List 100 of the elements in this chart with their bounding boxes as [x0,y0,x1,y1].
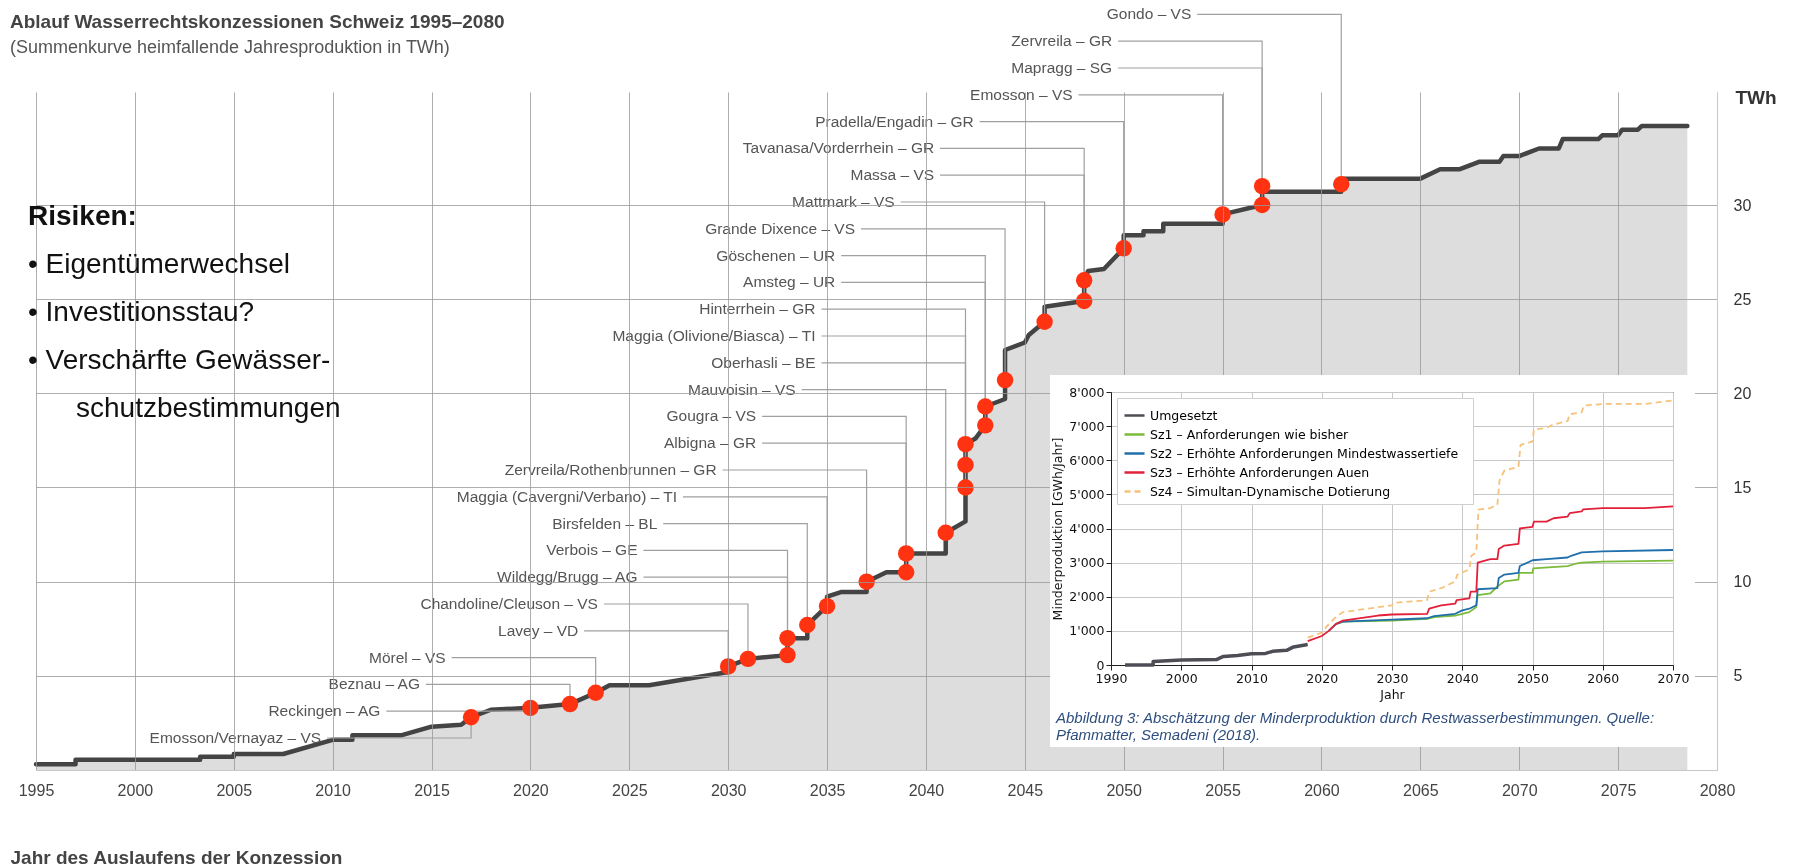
point [1075,272,1093,289]
annotation: Zervreila – GR [1011,32,1113,50]
point [799,616,816,634]
point [818,597,836,615]
y-tick-label: 4'000 [1069,521,1105,536]
x-tick-label: 2005 [216,781,253,799]
legend-label: Sz2 – Erhöhte Anforderungen Mindestwassertiefe [1150,445,1459,461]
x-tick-label: 2065 [1403,781,1439,799]
x-tick-label: 1995 [18,781,55,799]
x-tick-label: 2050 [1106,781,1143,799]
annotation: Verbois – GE [546,541,638,559]
y-tick-label: 8'000 [1069,384,1105,400]
point [1253,196,1271,214]
x-axis-title: Jahr [1379,687,1406,702]
y-tick-label: 15 [1733,479,1752,496]
x-tick-label: 2045 [1007,781,1044,799]
legend-label: Sz3 – Erhöhte Anforderungen Auen [1150,464,1370,480]
x-tick-label: 1990 [1095,670,1128,686]
y-tick-label: 3'000 [1069,555,1105,571]
line-series [1123,642,1310,667]
legend-label: Sz1 – Anforderungen wie bisher [1150,426,1350,442]
point [1253,177,1271,195]
line-series [1306,505,1674,643]
annotation: Maggia (Cavergni/Verbano) – TI [456,487,678,505]
x-axis-title: Jahr des Auslaufens der Konzession [10,846,343,865]
point [1075,292,1093,310]
y-tick-label: 1'000 [1069,623,1105,639]
chart-subtitle: (Summenkurve heimfallende Jahresproduktion in TWh) [10,37,450,57]
annotation: Wildegg/Brugg – AG [497,568,638,586]
point [561,695,579,713]
point [587,684,604,701]
point [1214,206,1231,223]
x-tick-label: 2000 [117,781,154,799]
annotation: Gondo – VS [1106,5,1192,23]
x-tick-label: 2020 [513,781,549,799]
annotation: • Eigentümerwechsel [28,247,291,281]
point [1036,313,1053,330]
x-tick-label: 2040 [1446,670,1479,686]
annotation: Lavey – VD [498,621,579,639]
chart-title: Ablauf Wasserrechtskonzessionen Schweiz 1995–2080 [10,11,505,32]
x-tick-label: 2050 [1517,670,1549,686]
x-tick-label: 2000 [1165,670,1198,686]
annotation: Hinterrhein – GR [699,300,816,318]
x-tick-label: 2030 [710,781,747,799]
x-tick-label: 2060 [1587,670,1620,686]
annotation: Amsteg – UR [743,273,836,291]
legend-label: Umgesetzt [1150,407,1218,423]
y-tick-label: 6'000 [1069,452,1105,468]
annotation: Tavanasa/Vorderrhein – GR [742,139,935,157]
x-tick-label: 2020 [1306,670,1339,686]
x-tick-label: 2070 [1657,670,1690,686]
y-tick-label: 2'000 [1069,589,1105,605]
point [719,658,737,675]
legend-label: Sz4 – Simultan-Dynamische Dotierung [1150,483,1391,499]
annotation: Chandoline/Cleuson – VS [420,595,598,612]
x-tick-label: 2060 [1304,781,1340,799]
point [977,417,994,434]
annotation: • Investitionsstau? [28,295,256,329]
x-tick-label: 2075 [1600,781,1637,799]
annotation: Zervreila/Rothenbrunnen – GR [504,461,717,478]
point [897,545,915,562]
point [1333,176,1350,193]
point [779,646,796,664]
point [957,456,974,474]
point [957,479,974,496]
point [462,709,480,726]
x-tick-label: 2070 [1501,781,1538,799]
annotation: Mörel – VS [369,648,446,666]
x-tick-label: 2080 [1699,781,1736,799]
y-tick-label: 7'000 [1069,418,1105,434]
annotation: Birsfelden – BL [552,514,658,532]
x-tick-label: 2030 [1376,670,1409,686]
annotation: Beznau – AG [328,675,420,693]
annotation: Risiken: [28,199,138,233]
point [897,564,915,581]
point [957,435,974,453]
annotation: Oberhasli – BE [711,353,816,371]
point [779,629,796,647]
y-tick-label: 5 [1733,667,1743,685]
y-tick-label: 5'000 [1069,486,1105,502]
annotation: Reckingen – AG [268,702,381,720]
x-tick-label: 2040 [908,781,945,799]
point [858,573,875,590]
point [996,371,1014,389]
y-tick-label: 0 [1096,657,1105,673]
y-axis-title: TWh [1735,86,1777,108]
x-tick-label: 2035 [809,781,846,799]
annotation: Mattmark – VS [792,193,895,210]
annotation: Massa – VS [850,166,935,184]
annotation: Gougra – VS [666,407,757,425]
point [977,398,994,415]
x-tick-label: 2025 [612,781,648,799]
annotation: Mauvoisin – VS [688,380,796,398]
x-tick-label: 2010 [315,781,352,799]
point [522,699,539,717]
x-tick-label: 2010 [1236,670,1268,686]
point [739,650,757,668]
annotation: Göschenen – UR [716,246,836,264]
y-tick-label: 25 [1733,290,1752,308]
annotation: • Verschärfte Gewässer-schutzbestimmungen [28,343,342,425]
